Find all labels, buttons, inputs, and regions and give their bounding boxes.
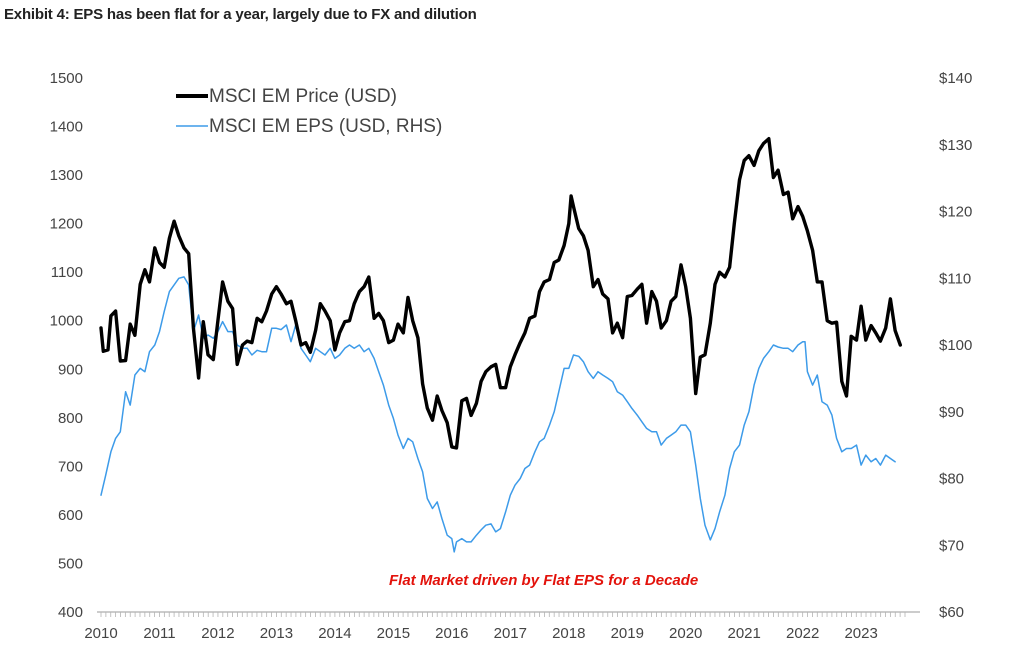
x-tick-label: 2020 — [669, 625, 702, 642]
legend-label-eps: MSCI EM EPS (USD, RHS) — [209, 116, 442, 137]
x-tick-labels: 2010 2011 2012 2013 2014 2015 2016 2017 2018 2019… — [84, 625, 878, 642]
y-right-tick-label: $100 — [939, 337, 972, 354]
annotation: Flat Market driven by Flat EPS for a Dec… — [389, 572, 698, 589]
y-right-tick-label: $130 — [939, 137, 972, 154]
x-tick-label: 2017 — [494, 625, 527, 642]
x-tick-label: 2016 — [435, 625, 468, 642]
series-line-eps — [100, 276, 896, 553]
y-right-tick-label: $120 — [939, 204, 972, 221]
y-left-tick-label: 1100 — [51, 264, 83, 281]
y-left-tick-label: 900 — [58, 361, 83, 378]
y-left-tick-label: 1300 — [50, 167, 83, 184]
y-left-tick-label: 1500 — [50, 70, 83, 87]
x-minor-ticks — [100, 612, 906, 617]
x-tick-label: 2014 — [318, 625, 351, 642]
y-axis-left: 400 500 600 700 800 900 1000 1100 1200 1300 1400 15… — [50, 70, 83, 621]
x-tick-label: 2023 — [844, 625, 877, 642]
y-right-tick-label: $140 — [939, 70, 972, 87]
x-tick-label: 2010 — [84, 625, 117, 642]
legend-label-price: MSCI EM Price (USD) — [209, 86, 397, 107]
x-tick-label: 2018 — [552, 625, 585, 642]
y-right-tick-label: $90 — [939, 404, 964, 421]
y-left-tick-label: 700 — [58, 458, 83, 475]
legend-item-price: MSCI EM Price (USD) — [176, 86, 397, 107]
y-right-tick-label: $110 — [939, 270, 971, 287]
y-axis-right: $60 $70 $80 $90 $100 $110 $120 $130 $140 — [939, 70, 972, 621]
y-left-tick-label: 400 — [58, 604, 83, 621]
legend-item-eps: MSCI EM EPS (USD, RHS) — [176, 116, 442, 137]
x-tick-label: 2012 — [201, 625, 234, 642]
x-tick-label: 2011 — [143, 625, 175, 642]
y-right-tick-label: $70 — [939, 537, 964, 554]
y-left-tick-label: 500 — [58, 555, 83, 572]
y-right-tick-label: $60 — [939, 604, 964, 621]
series-layer — [99, 137, 902, 553]
y-left-tick-label: 600 — [58, 507, 83, 524]
x-axis: 2010 2011 2012 2013 2014 2015 2016 2017 2018 2019… — [84, 611, 920, 642]
y-left-tick-label: 800 — [58, 410, 83, 427]
x-tick-label: 2019 — [611, 625, 644, 642]
y-left-tick-label: 1000 — [50, 313, 83, 330]
x-tick-label: 2013 — [260, 625, 293, 642]
y-left-tick-label: 1400 — [50, 119, 83, 136]
chart-title: Exhibit 4: EPS has been flat for a year,… — [4, 6, 477, 23]
y-left-tick-label: 1200 — [50, 216, 83, 233]
y-right-tick-label: $80 — [939, 471, 964, 488]
series-line-price — [99, 137, 902, 450]
legend: MSCI EM Price (USD) MSCI EM EPS (USD, RH… — [176, 86, 442, 137]
x-tick-label: 2021 — [728, 625, 761, 642]
x-tick-label: 2022 — [786, 625, 819, 642]
x-tick-label: 2015 — [377, 625, 410, 642]
